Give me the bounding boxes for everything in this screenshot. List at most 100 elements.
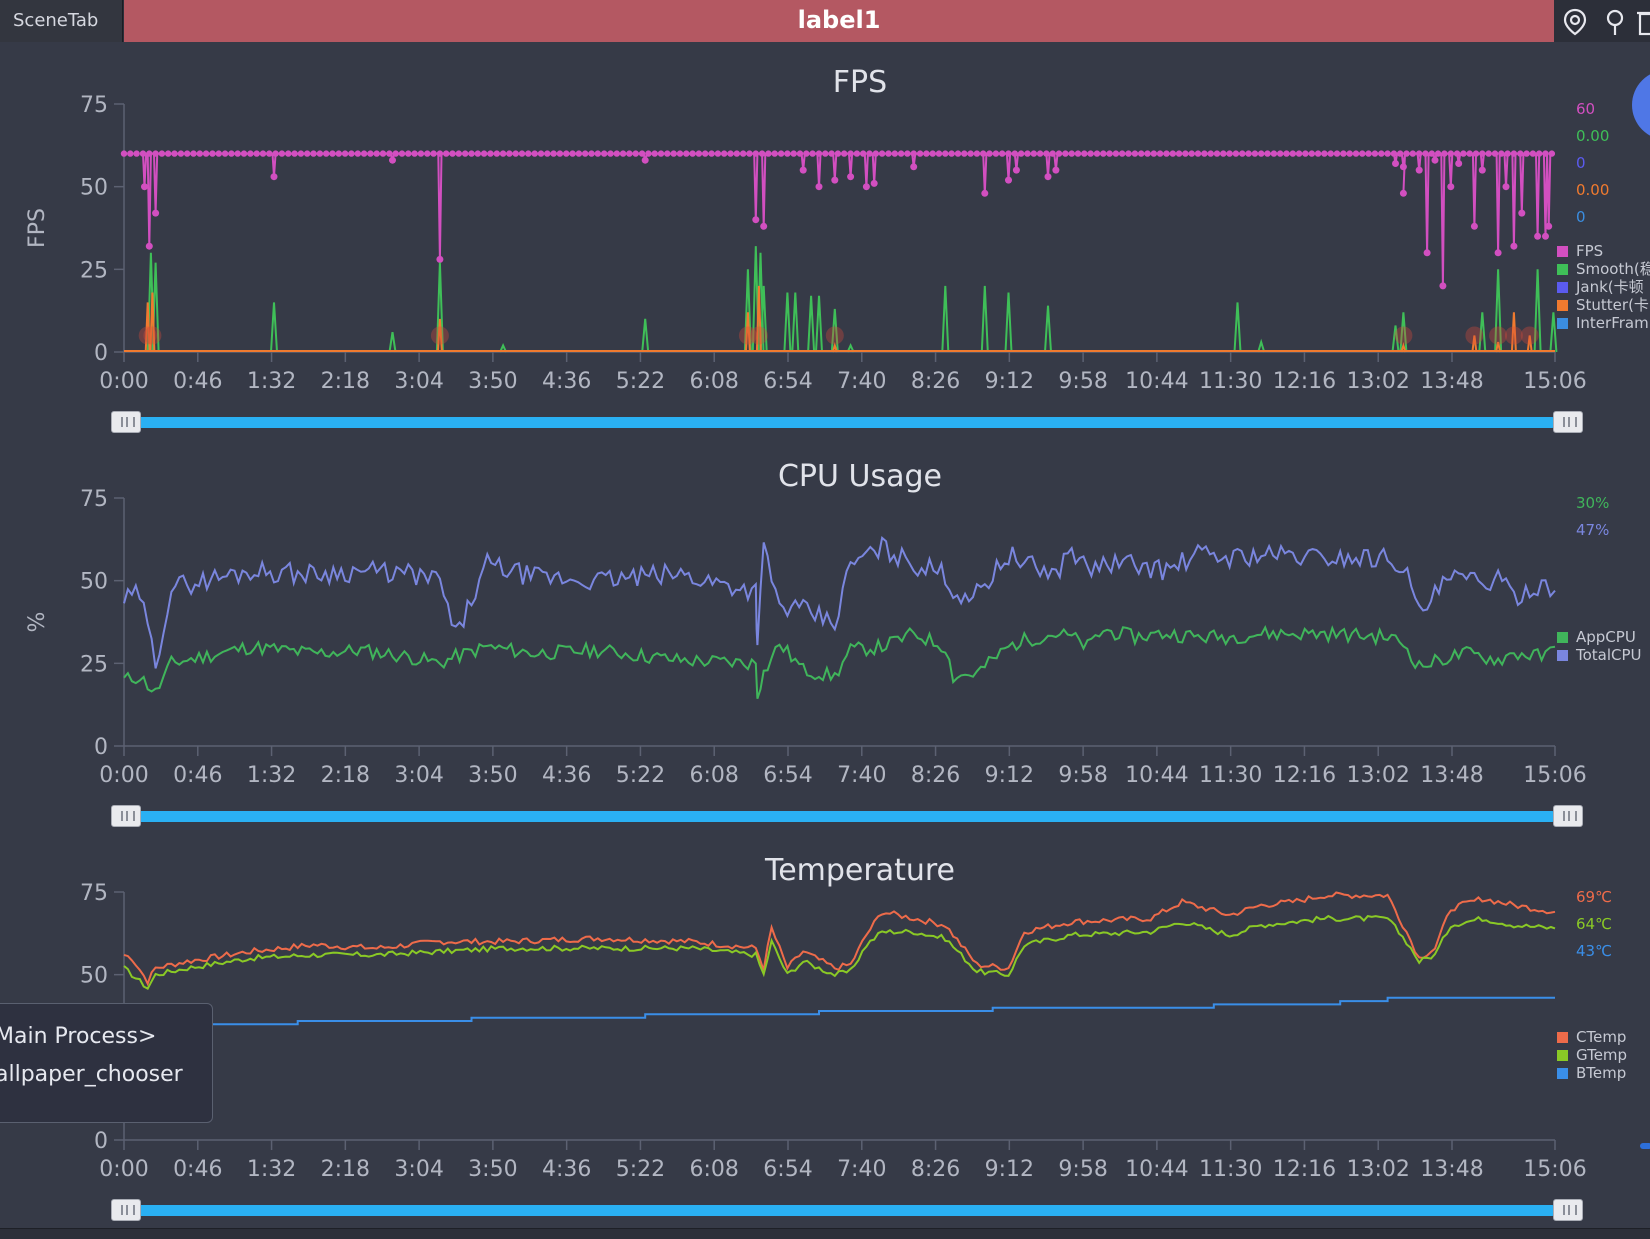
temp-range-slider-track[interactable] — [134, 1205, 1554, 1216]
x-tick-label: 0:00 — [99, 369, 148, 394]
fps-dip-point — [760, 222, 768, 230]
stutter-spike — [1471, 335, 1478, 353]
fps-range-slider-left-handle[interactable] — [111, 411, 141, 433]
x-tick-label: 2:18 — [321, 369, 370, 394]
fps-dip-point — [799, 166, 807, 174]
y-tick-label: 50 — [80, 964, 108, 989]
fps-dip-point — [1518, 209, 1526, 217]
legend-label: Jank(卡顿 — [1575, 278, 1644, 296]
legend-value: 30% — [1576, 494, 1609, 512]
x-tick-label: 3:50 — [468, 1157, 517, 1182]
x-tick-label: 6:54 — [763, 1157, 812, 1182]
legend-value: 64℃ — [1576, 915, 1612, 933]
fps-chart-svg: FPS FPS 75 50 25 0 0:00 0:46 1:32 2:18 3:04 3:50 4:3… — [25, 65, 1650, 394]
x-tick-label: 0:00 — [99, 1157, 148, 1182]
top-tab-bar: SceneTab label1 — [0, 0, 1650, 42]
fps-dip-point — [1431, 156, 1439, 164]
smooth-spike — [270, 302, 278, 353]
x-tick-label: 11:30 — [1199, 1157, 1262, 1182]
smooth-spike — [846, 342, 855, 353]
x-tick-label: 6:08 — [690, 1157, 739, 1182]
x-tick-label: 5:22 — [616, 1157, 665, 1182]
legend-value: 0 — [1576, 208, 1586, 226]
legend-swatch — [1557, 246, 1568, 257]
cpu-range-slider-track[interactable] — [134, 811, 1554, 822]
trash-icon[interactable] — [1636, 7, 1650, 37]
btemp-series-line — [124, 996, 1555, 1026]
legend-swatch — [1557, 264, 1568, 275]
legend-swatch — [1557, 1068, 1568, 1079]
fps-dip-point — [1455, 160, 1463, 167]
x-tick-label: 0:46 — [173, 1157, 222, 1182]
x-tick-label: 15:06 — [1523, 1157, 1586, 1182]
fps-range-slider-right-handle[interactable] — [1553, 411, 1583, 433]
fps-dip-point — [1399, 163, 1407, 171]
gtemp-series-line — [123, 914, 1556, 990]
y-tick-label: 50 — [80, 176, 108, 201]
floating-action-button[interactable] — [1632, 70, 1650, 140]
legend-label: TotalCPU — [1575, 646, 1642, 664]
totalcpu-series-line — [123, 536, 1556, 669]
y-tick-label: 75 — [80, 881, 108, 906]
x-tick-label: 15:06 — [1523, 369, 1586, 394]
stutter-marker — [825, 326, 844, 345]
x-tick-label: 7:40 — [837, 369, 886, 394]
temp-range-slider-right-handle[interactable] — [1553, 1199, 1583, 1221]
fps-dip-point — [910, 163, 918, 171]
fps-dip-point — [1052, 166, 1060, 174]
x-tick-label: 1:32 — [247, 1157, 296, 1182]
stutter-marker — [738, 326, 757, 345]
stutter-spike — [436, 318, 443, 353]
x-tick-label: 12:16 — [1273, 763, 1336, 788]
fps-point — [120, 150, 128, 157]
fps-dip-point — [152, 209, 160, 217]
fps-dip-point — [1542, 232, 1549, 240]
y-axis-label: FPS — [25, 208, 50, 248]
legend-swatch — [1557, 318, 1568, 329]
temp-range-slider-left-handle[interactable] — [111, 1199, 141, 1221]
fps-dip-point — [847, 173, 855, 181]
cpu-usage-chart-svg: CPU Usage% 75 50 25 0 0:00 0:46 1:32 2:18 3:04 3:5… — [25, 459, 1642, 788]
scene-tab[interactable]: SceneTab — [0, 0, 123, 42]
legend-label: InterFram — [1576, 314, 1649, 332]
location-pin-icon[interactable] — [1560, 7, 1590, 37]
fps-dip-point — [1470, 222, 1478, 230]
x-tick-label: 2:18 — [321, 763, 370, 788]
x-tick-label: 1:32 — [247, 369, 296, 394]
smooth-spike — [1399, 312, 1408, 353]
fps-dip-point — [1478, 166, 1486, 174]
smooth-spike — [1044, 305, 1052, 353]
legend-value: 0.00 — [1576, 181, 1609, 199]
scroll-indicator[interactable] — [1640, 1143, 1650, 1149]
fps-dip-point — [1392, 160, 1399, 167]
y-tick-label: 50 — [80, 570, 108, 595]
fps-dip-point — [831, 176, 839, 184]
stutter-spike — [1400, 341, 1407, 353]
legend-value: 43℃ — [1576, 942, 1612, 960]
fps-point — [127, 150, 134, 157]
smooth-spike — [815, 295, 823, 353]
x-tick-label: 0:00 — [99, 763, 148, 788]
x-tick-label: 0:46 — [173, 369, 222, 394]
stutter-spike — [755, 285, 762, 353]
legend-label: FPS — [1576, 242, 1603, 260]
cpu-range-slider-right-handle[interactable] — [1553, 805, 1583, 827]
cpu-range-slider-left-handle[interactable] — [111, 805, 141, 827]
stutter-spike — [1526, 335, 1533, 353]
legend-swatch — [1557, 650, 1568, 661]
map-marker-icon[interactable] — [1600, 7, 1630, 37]
smooth-spike — [830, 308, 839, 353]
fps-dip-point — [1415, 166, 1423, 174]
smooth-spike — [1549, 312, 1558, 353]
fps-dip-point — [1423, 249, 1431, 257]
legend-value: 60 — [1576, 100, 1595, 118]
x-tick-label: 9:58 — [1058, 763, 1107, 788]
chart-title: CPU Usage — [778, 459, 942, 494]
fps-dip-point — [1534, 232, 1542, 240]
active-label-tab[interactable]: label1 — [124, 0, 1554, 42]
legend-label: Smooth(稳 — [1576, 260, 1650, 278]
stutter-marker — [1489, 326, 1508, 345]
fps-dip-point — [1447, 183, 1455, 191]
fps-dip-point — [1399, 189, 1407, 197]
fps-range-slider-track[interactable] — [134, 417, 1554, 428]
